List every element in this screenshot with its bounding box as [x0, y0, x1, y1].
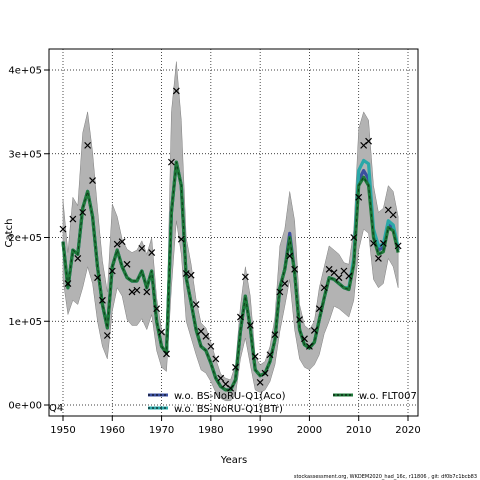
observed-point [69, 215, 77, 223]
x-tick-label: 1970 [149, 425, 174, 436]
observed-point [301, 335, 308, 343]
observed-point [365, 137, 372, 145]
observed-points-layer [59, 87, 402, 392]
y-tick-label: 4e+05 [8, 66, 42, 77]
series-line-2-dash [62, 162, 399, 391]
observed-point [246, 322, 254, 329]
observed-point [286, 252, 294, 260]
x-tick-label: 1950 [50, 425, 75, 436]
observed-point [320, 284, 328, 292]
observed-point [251, 353, 259, 360]
x-axis: 1950 1960 1970 1980 1990 2000 2010 2020 [50, 416, 421, 436]
observed-point [370, 239, 377, 247]
observed-point [163, 350, 170, 358]
observed-point [133, 286, 141, 294]
observed-point [237, 313, 244, 321]
observed-point [202, 332, 210, 340]
x-tick-label: 2020 [395, 425, 420, 436]
observed-point [99, 296, 106, 304]
confidence-band [62, 61, 399, 402]
x-tick-label: 1980 [198, 425, 223, 436]
observed-point [256, 378, 264, 386]
observed-point [296, 316, 303, 323]
x-axis-title: Years [220, 455, 247, 466]
observed-point [291, 265, 299, 273]
corner-label-q4: Q4 [49, 403, 63, 414]
legend-label: w.o. FLT007 [359, 391, 417, 402]
x-tick-label: 1990 [247, 425, 272, 436]
observed-point [281, 280, 289, 287]
observed-point [217, 374, 225, 382]
observed-point [375, 255, 382, 262]
observed-point [207, 342, 215, 350]
observed-point [143, 288, 151, 296]
y-axis-title: Catch [4, 219, 15, 248]
observed-point [64, 280, 72, 287]
observed-point [172, 87, 180, 95]
observed-point [232, 363, 239, 371]
observed-point [128, 288, 136, 296]
observed-point [123, 260, 131, 268]
observed-point [306, 342, 313, 350]
observed-point [74, 255, 82, 262]
observed-point [212, 355, 220, 363]
observed-point [59, 225, 67, 233]
y-tick-label: 1e+05 [8, 317, 42, 328]
y-axis: 0e+00 1e+05 2e+05 3e+05 4e+05 [8, 66, 49, 412]
x-tick-label: 2000 [297, 425, 322, 436]
observed-point [350, 234, 358, 241]
y-tick-label: 0e+00 [8, 401, 42, 412]
plot-frame [48, 48, 419, 417]
observed-point [103, 332, 111, 339]
confidence-band-layer [62, 61, 399, 402]
x-tick-label: 2010 [346, 425, 371, 436]
observed-point [325, 265, 333, 273]
y-tick-label: 3e+05 [8, 149, 42, 160]
observed-point [315, 305, 323, 313]
y-tick-label: 2e+05 [8, 233, 42, 244]
observed-point [108, 267, 116, 275]
observed-point [118, 238, 126, 246]
observed-point [158, 328, 165, 336]
observed-point [113, 240, 121, 248]
observed-point [355, 193, 363, 201]
observed-point [138, 244, 146, 252]
series-lines-layer [61, 158, 400, 392]
observed-point [187, 271, 195, 279]
observed-point [389, 211, 397, 219]
observed-point [276, 288, 284, 296]
footer-credit: stockassessment.org, WKDEM2020_had_16c, … [294, 474, 477, 480]
observed-point [266, 351, 274, 359]
observed-point [84, 141, 92, 149]
legend-label: w.o. BS-NoRU-Q1(BTr) [174, 404, 283, 415]
legend: w.o. BS-NoRU-Q1(Aco) w.o. BS-NoRU-Q1(BTr)… [148, 391, 417, 415]
observed-point [79, 208, 87, 216]
observed-point [345, 272, 353, 280]
x-tick-label: 1960 [100, 425, 125, 436]
observed-point [94, 274, 101, 282]
observed-point [148, 249, 156, 256]
observed-point [192, 301, 200, 308]
observed-point [89, 177, 96, 184]
observed-point [241, 273, 249, 281]
observed-point [261, 369, 269, 377]
observed-point [177, 235, 185, 243]
observed-point [271, 331, 279, 339]
observed-point [310, 327, 318, 334]
observed-point [335, 274, 343, 282]
observed-point [168, 158, 175, 166]
observed-point [153, 305, 161, 313]
legend-label: w.o. BS-NoRU-Q1(Aco) [174, 391, 286, 402]
observed-point [227, 384, 234, 392]
observed-point [182, 270, 190, 277]
observed-point [379, 239, 387, 247]
observed-point [394, 242, 402, 250]
